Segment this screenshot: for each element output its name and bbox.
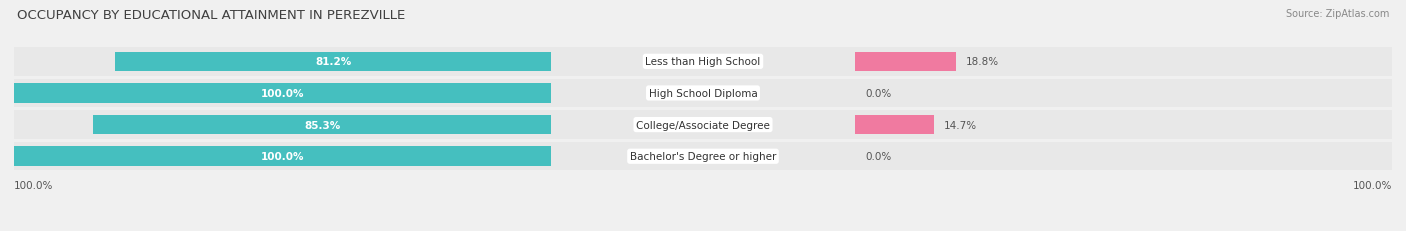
Bar [115, 52, 551, 72]
Bar [14, 147, 551, 166]
Bar [14, 84, 551, 103]
Bar [14, 48, 1392, 76]
Text: 0.0%: 0.0% [865, 88, 891, 99]
Text: 0.0%: 0.0% [865, 152, 891, 161]
Bar [14, 79, 1392, 108]
Text: 100.0%: 100.0% [14, 180, 53, 190]
Bar [14, 111, 1392, 139]
Bar [93, 115, 551, 135]
Bar [855, 52, 956, 72]
Bar [14, 142, 1392, 171]
Text: OCCUPANCY BY EDUCATIONAL ATTAINMENT IN PEREZVILLE: OCCUPANCY BY EDUCATIONAL ATTAINMENT IN P… [17, 9, 405, 22]
Text: College/Associate Degree: College/Associate Degree [636, 120, 770, 130]
Text: 18.8%: 18.8% [966, 57, 1000, 67]
Text: 81.2%: 81.2% [315, 57, 352, 67]
Text: High School Diploma: High School Diploma [648, 88, 758, 99]
Text: Source: ZipAtlas.com: Source: ZipAtlas.com [1285, 9, 1389, 19]
Text: Less than High School: Less than High School [645, 57, 761, 67]
Text: 100.0%: 100.0% [1353, 180, 1392, 190]
Text: 14.7%: 14.7% [943, 120, 977, 130]
Bar [855, 115, 934, 135]
Text: Bachelor's Degree or higher: Bachelor's Degree or higher [630, 152, 776, 161]
Text: 100.0%: 100.0% [262, 88, 305, 99]
Text: 100.0%: 100.0% [262, 152, 305, 161]
Text: 85.3%: 85.3% [304, 120, 340, 130]
